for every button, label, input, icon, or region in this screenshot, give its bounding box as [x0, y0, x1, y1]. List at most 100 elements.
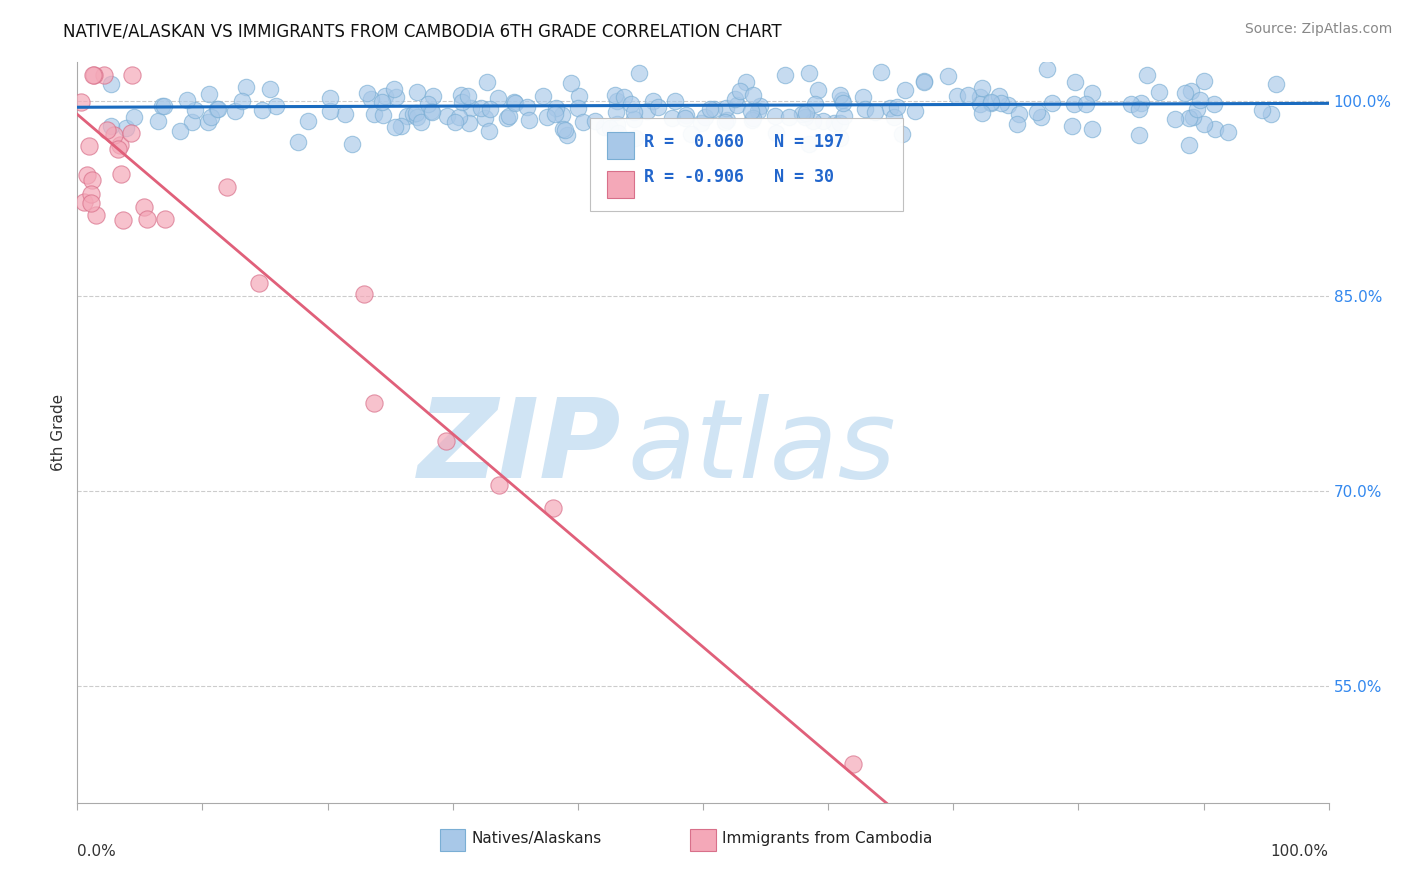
Point [363, 395, 385, 409]
Point [1036, 62, 1059, 76]
Point [624, 130, 647, 145]
Point [1192, 117, 1215, 131]
Point [297, 114, 319, 128]
Point [1063, 97, 1085, 112]
Point [1129, 95, 1152, 110]
Point [389, 119, 412, 133]
Point [77, 139, 100, 153]
Point [108, 138, 131, 153]
Point [150, 99, 173, 113]
Point [725, 97, 748, 112]
Point [444, 114, 467, 128]
Point [804, 97, 827, 112]
Text: ZIP: ZIP [418, 394, 621, 501]
Point [583, 114, 606, 128]
Point [695, 110, 717, 124]
Point [107, 142, 129, 156]
Point [536, 110, 558, 124]
Point [503, 95, 526, 109]
Point [830, 116, 852, 130]
Point [103, 128, 125, 142]
Point [1265, 78, 1288, 92]
Point [1189, 93, 1212, 107]
Point [112, 212, 135, 227]
Point [643, 94, 665, 108]
Point [1260, 107, 1282, 121]
Point [76, 168, 98, 182]
Point [488, 91, 510, 105]
Point [1204, 122, 1226, 136]
Point [554, 123, 576, 137]
Point [420, 105, 443, 120]
Point [84, 208, 107, 222]
Point [863, 104, 886, 119]
Point [853, 102, 876, 116]
Point [886, 100, 908, 114]
Point [1005, 117, 1028, 131]
Point [1121, 97, 1143, 112]
Point [551, 121, 574, 136]
Point [479, 102, 502, 116]
Point [797, 137, 820, 152]
Point [110, 167, 132, 181]
Point [115, 121, 138, 136]
Point [664, 94, 686, 108]
Point [356, 86, 378, 100]
Point [828, 130, 851, 145]
Point [1250, 103, 1272, 118]
Point [259, 81, 281, 95]
Bar [440, 829, 465, 851]
Point [541, 500, 564, 515]
Text: 0.0%: 0.0% [77, 844, 117, 858]
Point [969, 96, 991, 111]
Point [419, 104, 441, 119]
Point [100, 77, 122, 91]
Point [1040, 96, 1063, 111]
Point [360, 92, 382, 106]
Point [544, 107, 567, 121]
Point [912, 73, 935, 87]
Point [883, 110, 905, 124]
Point [713, 115, 735, 129]
Text: Immigrants from Cambodia: Immigrants from Cambodia [721, 830, 932, 846]
Point [894, 83, 917, 97]
Point [555, 128, 578, 142]
Point [1081, 121, 1104, 136]
Point [679, 127, 702, 141]
Point [374, 89, 396, 103]
Point [997, 98, 1019, 112]
Point [1063, 75, 1085, 89]
Point [1147, 85, 1170, 99]
Point [1178, 138, 1201, 153]
Point [395, 109, 418, 123]
Text: 100.0%: 100.0% [1271, 844, 1329, 858]
Bar [606, 171, 634, 198]
Point [1216, 125, 1239, 139]
Point [231, 94, 253, 108]
Point [436, 109, 458, 123]
Point [73, 195, 96, 210]
Point [703, 102, 725, 116]
Point [1128, 128, 1150, 142]
Point [1174, 86, 1197, 100]
Point [264, 99, 287, 113]
Point [169, 124, 191, 138]
Point [363, 107, 385, 121]
Point [1062, 119, 1084, 133]
Point [980, 95, 1002, 110]
Point [385, 89, 408, 103]
Point [205, 102, 228, 116]
Point [551, 108, 574, 122]
Point [176, 93, 198, 107]
Point [811, 114, 834, 128]
Point [970, 81, 993, 95]
Point [70, 95, 93, 109]
Point [904, 104, 927, 119]
Point [741, 88, 763, 103]
Point [1202, 96, 1225, 111]
Point [384, 120, 406, 135]
Point [592, 120, 614, 134]
Point [716, 112, 738, 127]
Point [83, 69, 105, 83]
Point [636, 103, 658, 118]
